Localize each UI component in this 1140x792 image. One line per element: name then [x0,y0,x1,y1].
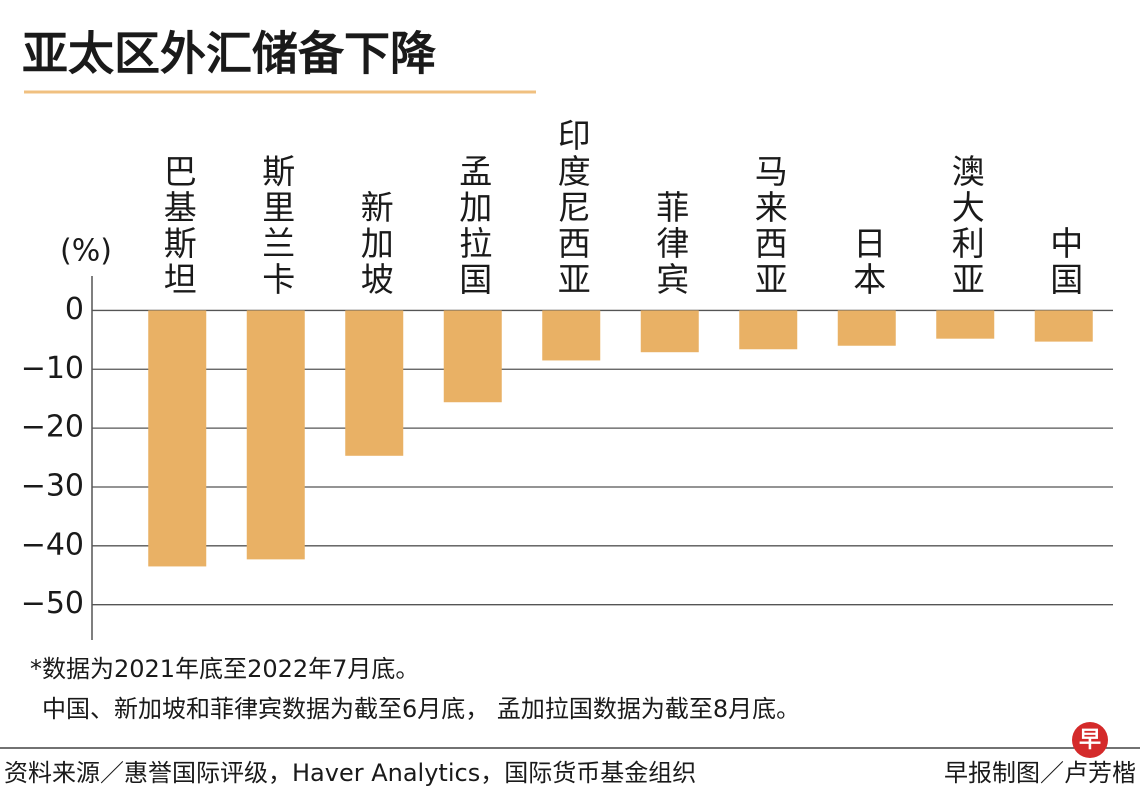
bar [936,310,995,339]
x-tick-label: 印度尼西亚 [552,118,592,298]
x-tick-label: 澳大利亚 [946,154,986,298]
x-tick-label: 巴基斯坦 [158,154,198,298]
logo-badge [1072,722,1108,758]
y-tick-label: −50 [21,586,84,621]
x-tick-label: 菲律宾 [650,190,690,298]
bar [345,310,404,456]
x-tick-label: 日本 [847,226,887,298]
chart-title: 亚太区外汇储备下降 [22,27,436,81]
bar [640,310,699,353]
unit-label: (%) [60,234,112,269]
credit: 早报制图／卢芳楷 [944,759,1136,787]
y-tick-label: −40 [21,527,84,562]
bar [739,310,798,350]
x-tick-label: 孟加拉国 [453,154,493,298]
bar [246,310,305,560]
y-tick-label: −20 [21,410,84,445]
x-tick-label: 中国 [1044,226,1084,298]
note: 中国、新加坡和菲律宾数据为截至6月底， 孟加拉国数据为截至8月底。 [42,695,800,723]
x-tick-label: 斯里兰卡 [256,154,296,298]
y-tick-label: −10 [21,351,84,386]
bar [542,310,601,361]
logo: 早 [1079,728,1101,753]
y-tick-label: 0 [65,292,84,327]
bar [837,310,896,346]
bar [148,310,207,567]
source: 资料来源／惠誉国际评级，Haver Analytics，国际货币基金组织 [4,759,696,787]
x-tick-label: 新加坡 [355,190,395,298]
note: *数据为2021年底至2022年7月底。 [30,655,419,683]
x-tick-label: 马来西亚 [749,154,789,298]
bar [1034,310,1093,342]
y-tick-label: −30 [21,468,84,503]
bar [443,310,502,403]
